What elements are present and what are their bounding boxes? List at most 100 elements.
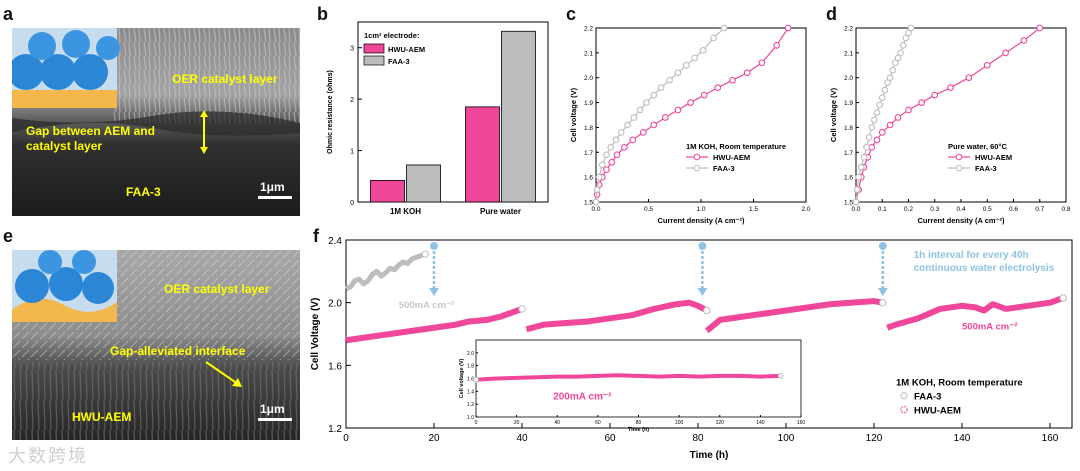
y-tick-label: 1.8 <box>844 125 853 132</box>
data-point-hwu-aem <box>613 151 621 159</box>
chart-f-durability: 1.2 1.6 2.0 2.4 0 20 40 60 80 100 120 140 160 Time (h… <box>310 236 1073 461</box>
data-point-faa-3 <box>657 84 665 92</box>
data-point-hwu-aem <box>729 76 736 84</box>
legend-marker <box>693 153 701 161</box>
legend-marker <box>693 164 701 172</box>
data-point-faa-3 <box>603 151 610 159</box>
x-tick-label: 0 <box>343 433 349 444</box>
inset-y-tick-label: 1.6 <box>467 377 474 383</box>
label-interface-e: Gap-alleviated interface <box>110 344 246 358</box>
y-tick-label: 2.1 <box>844 50 853 57</box>
data-point-faa-3 <box>598 161 606 169</box>
interruption-arrow-icon <box>429 288 439 296</box>
data-point-hwu-aem <box>918 99 925 106</box>
data-point-faa-3 <box>592 198 600 206</box>
scale-bar-label-e: 1μm <box>260 402 285 416</box>
data-point-hwu-aem <box>687 99 694 106</box>
data-point-hwu-aem <box>784 24 792 32</box>
inset-y-tick-label: 2.0 <box>467 351 474 357</box>
segment-end-marker <box>879 298 887 307</box>
data-point-faa-3 <box>853 186 861 193</box>
x-tick-label: 1.0 <box>696 206 705 213</box>
data-point-hwu-aem <box>758 59 766 67</box>
label-membrane-a: FAA-3 <box>126 185 161 199</box>
legend-marker <box>955 164 963 172</box>
bar-hwu-aem <box>465 106 500 203</box>
annotation-interval-note: 1h interval for every 40h <box>914 250 1029 261</box>
data-point-hwu-aem <box>620 143 628 151</box>
data-point-faa-3 <box>897 49 904 57</box>
data-point-hwu-aem <box>983 61 991 69</box>
series-line-hwu-aem <box>595 27 789 203</box>
y-tick-label: 2.2 <box>844 26 853 33</box>
data-point-hwu-aem <box>674 106 682 114</box>
data-point-hwu-aem <box>905 106 912 114</box>
inset-x-tick-label: 100 <box>675 420 684 426</box>
legend-marker <box>900 406 908 414</box>
bar-faa-3 <box>501 30 536 203</box>
x-tick-label: 60 <box>604 433 616 444</box>
x-tick-label: 20 <box>428 433 440 444</box>
data-point-faa-3 <box>666 76 673 84</box>
plot-frame <box>855 27 1067 203</box>
y-tick-label: 2.0 <box>844 75 853 82</box>
inset-x-tick-label: 120 <box>716 420 725 426</box>
annotation-interval-note: continuous water electrolysis <box>914 263 1055 274</box>
x-category-label: Pure water <box>480 207 521 216</box>
data-point-hwu-aem <box>1002 49 1009 57</box>
chart-d-polarization-pure-water: 1.5 1.6 1.7 1.8 1.9 2.0 2.1 2.2 0.0 0.1 0.2 0.3 0.4 0… <box>829 24 1071 225</box>
x-axis-label: Time (h) <box>690 450 729 461</box>
inset-x-tick-label: 80 <box>636 420 642 426</box>
y-tick-label: 2 <box>350 97 354 104</box>
inset-start-marker <box>473 376 479 383</box>
x-tick-label: 0.6 <box>1009 206 1018 213</box>
x-tick-label: 0.0 <box>591 206 600 213</box>
legend-label: FAA-3 <box>713 164 735 173</box>
data-point-hwu-aem <box>947 84 954 92</box>
label-oer-catalyst-a: OER catalyst layer <box>172 72 278 86</box>
legend-title: 1cm² electrode: <box>364 31 419 40</box>
inset-y-tick-label: 1.2 <box>467 402 474 408</box>
inset-chart: 1.0 1.2 1.4 1.6 1.8 2.0 0 20 40 60 80 100 120 140 160 T… <box>459 339 806 433</box>
data-point-hwu-aem <box>603 166 610 174</box>
legend-label: HWU-AEM <box>388 45 425 54</box>
data-point-faa-3 <box>894 54 902 62</box>
data-point-faa-3 <box>607 143 615 151</box>
x-tick-label: 120 <box>866 433 883 444</box>
x-tick-label: 0.0 <box>851 206 860 213</box>
y-tick-label: 1.9 <box>844 100 853 107</box>
legend-title: 1M KOH, Room temperature <box>896 378 1023 389</box>
series-line-hwu-aem <box>855 27 1041 203</box>
series-end-marker-faa-3 <box>421 250 429 258</box>
legend-label: FAA-3 <box>914 392 941 403</box>
panel-letter-f: f <box>313 226 319 246</box>
data-point-faa-3 <box>863 143 870 151</box>
data-point-faa-3 <box>873 109 881 116</box>
y-tick-label: 1.5 <box>844 200 853 207</box>
y-axis-label: Cell voltage (V) <box>829 87 838 142</box>
legend-title: 1M KOH, Room temperature <box>686 142 786 151</box>
data-point-faa-3 <box>865 134 873 141</box>
legend-title: Pure water, 60°C <box>948 142 1007 151</box>
y-tick-label: 1.6 <box>584 175 593 182</box>
interruption-arrow-icon <box>697 288 708 296</box>
annotation-hwu-current: 500mA cm⁻² <box>962 321 1017 332</box>
series-segment-hwu-aem <box>525 299 709 333</box>
x-tick-label: 1.5 <box>749 206 758 213</box>
chart-c-polarization-koh: 1.5 1.6 1.7 1.8 1.9 2.0 2.1 2.2 0.0 0.5 1.0 1.5 2.0 C… <box>569 24 811 225</box>
data-point-faa-3 <box>691 54 699 62</box>
scale-bar-a <box>258 196 292 199</box>
label-membrane-e: HWU-AEM <box>72 410 132 424</box>
data-point-faa-3 <box>852 198 860 206</box>
legend-swatch-hwu-aem <box>363 43 385 54</box>
data-point-hwu-aem <box>886 121 894 129</box>
panel-letter-c: c <box>566 4 577 24</box>
legend-label: HWU-AEM <box>975 153 1012 162</box>
x-tick-label: 40 <box>516 433 528 444</box>
data-point-faa-3 <box>612 136 620 144</box>
y-tick-label: 1.2 <box>328 424 342 435</box>
inset-x-tick-label: 160 <box>797 420 806 426</box>
data-point-hwu-aem <box>878 129 886 136</box>
data-point-faa-3 <box>636 106 644 114</box>
x-tick-label: 0.1 <box>878 206 887 213</box>
